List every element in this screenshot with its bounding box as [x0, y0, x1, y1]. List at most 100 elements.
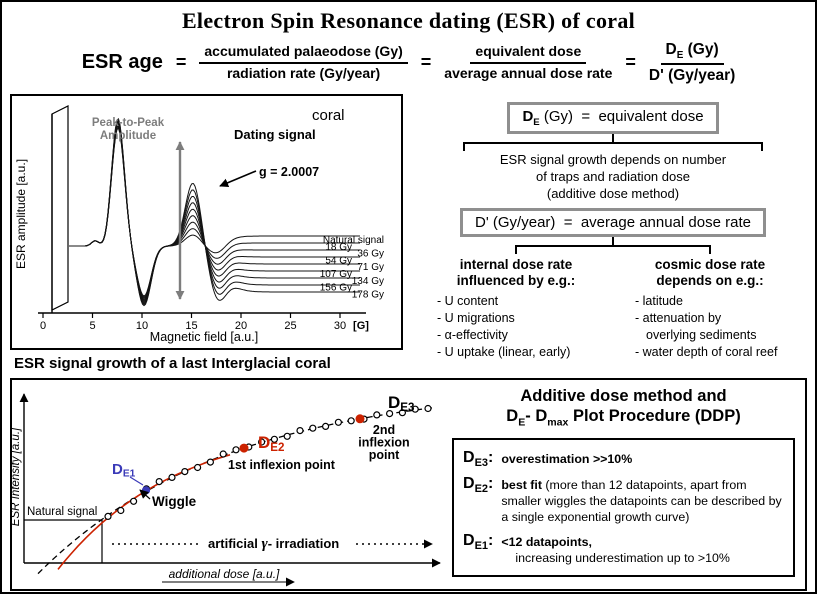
de1-label: DE1: [463, 531, 494, 552]
connector-stem [612, 133, 614, 142]
wiggle-arrow [139, 489, 151, 500]
x-axis-label: additional dose [a.u.] [169, 567, 280, 581]
x-tick-label: 0 [40, 320, 46, 332]
ddp-section: ESR Intensity [a.u.] Natural signal DE1 Wig… [10, 377, 807, 591]
list-item: - α-effectivity [437, 328, 508, 343]
page-title: Electron Spin Resonance dating (ESR) of … [181, 8, 636, 33]
series-label: 18 Gy [325, 242, 352, 253]
y-axis-label: ESR Intensity [a.u.] [12, 427, 22, 526]
list-item: - U uptake (linear, early) [437, 344, 571, 359]
spectra-section: 0 5 10 15 20 25 30 [G] Magnetic field [a.u.] ESR … [10, 93, 407, 372]
x-tick-label: 5 [89, 320, 95, 332]
fraction-denominator: D' (Gy/year) [648, 67, 736, 85]
datapoint [117, 506, 125, 514]
datapoint [283, 432, 291, 440]
y-axis-label: ESR amplitude [a.u.] [14, 159, 28, 269]
datapoint [309, 424, 317, 432]
list-item: - latitude [635, 294, 683, 309]
inflexion2-label: inflexion [358, 435, 409, 449]
series-label: Natural signal [323, 235, 384, 246]
middle-section: 0 5 10 15 20 25 30 [G] Magnetic field [a.u.] ESR … [10, 93, 807, 372]
datapoint [155, 477, 163, 486]
x-tick-label: 10 [136, 320, 148, 332]
fraction-numerator: equivalent dose [470, 43, 587, 64]
de-note: ESR signal growth depends on number of t… [500, 152, 726, 203]
de3-label: DE3 [388, 393, 415, 414]
esr-spectrum-curve [69, 120, 360, 304]
x-tick-label: 20 [235, 320, 247, 332]
ddp-text-panel: Additive dose method and DE- Dmax Plot P… [450, 380, 805, 589]
de-note-line: ESR signal growth depends on number [499, 151, 727, 167]
series-label: 156 Gy [320, 282, 352, 293]
datapoint [258, 438, 266, 446]
datapoint [181, 467, 189, 476]
internal-items: - U content - U migrations - α-effectivi… [419, 293, 613, 361]
x-tick-label: 30 [334, 320, 346, 332]
series-label: 71 Gy [357, 262, 384, 273]
wiggle-label: Wiggle [152, 494, 197, 509]
de3-description: overestimation >>10% [501, 451, 633, 466]
dose-rate-box: D' (Gy/year) = average annual dose rate [460, 207, 766, 237]
internal-dose-rate-column: internal dose rate influenced by e.g.: -… [419, 257, 613, 361]
inflexion1-label: 1st inflexion point [228, 458, 336, 472]
inflexion2-label: point [369, 448, 400, 462]
esr-spectrum-curve [69, 122, 360, 302]
inflexion2-label: 2nd [373, 423, 395, 437]
ddp-item-de3: DE3: overestimation >>10% [463, 448, 784, 469]
fraction-numerator: DE (Gy) [660, 40, 724, 66]
datapoint [129, 497, 138, 505]
fraction-equivalent-dose: equivalent dose average annual dose rate [444, 43, 612, 82]
connector-stem [612, 236, 614, 245]
de2-point [239, 443, 249, 453]
cosmic-heading: cosmic dose rate depends on e.g.: [654, 256, 766, 289]
datapoint [270, 435, 278, 443]
de2-label: DE2 [258, 433, 284, 454]
x-axis-label: Magnetic field [a.u.] [150, 330, 258, 344]
equals-sign: = [175, 52, 187, 73]
datapoint [424, 404, 432, 412]
datapoint [168, 473, 176, 481]
ddp-title: Additive dose method and DE- Dmax Plot P… [452, 386, 795, 430]
g-value-label: g = 2.0007 [259, 165, 319, 179]
ddp-title-line2: DE- Dmax Plot Procedure (DDP) [506, 407, 741, 429]
de-note-line: (additive dose method) [546, 185, 680, 201]
plot-3d-frame [51, 104, 69, 311]
ddp-item-de1: DE1: <12 datapoints, increasing underesti… [463, 531, 784, 566]
datapoint [206, 458, 214, 466]
equivalent-dose-box: DE (Gy) = equivalent dose [507, 101, 719, 134]
esr-spectrum-curve [69, 125, 360, 299]
esr-spectrum-curve [69, 123, 360, 301]
ddp-item-de2: DE2: best fit (more than 12 datapoints, … [463, 474, 784, 525]
irradiation-label: artificial γ- irradiation [208, 536, 339, 552]
ddp-plot-panel: ESR Intensity [a.u.] Natural signal DE1 Wig… [10, 380, 450, 589]
inflexion2-point [355, 414, 365, 424]
datapoint [296, 426, 304, 435]
series-label: 107 Gy [320, 269, 352, 280]
datapoint [347, 417, 355, 425]
de1-label: DE1 [112, 461, 136, 480]
de1-pointer [129, 476, 144, 486]
x-unit-label: [G] [353, 320, 369, 332]
de1-description: <12 datapoints, increasing underestimatio… [501, 534, 730, 565]
ddp-legend-box: DE3: overestimation >>10% DE2: best fit … [452, 437, 795, 577]
x-tick-label: 15 [185, 320, 197, 332]
ddp-growth-chart: ESR Intensity [a.u.] Natural signal DE1 Wig… [10, 393, 441, 587]
datapoint [219, 450, 227, 458]
datapoint [232, 446, 240, 454]
cosmic-items: - latitude - attenuation by overlying se… [613, 293, 807, 361]
esr-spectrum-curve [69, 117, 360, 307]
natural-signal-label: Natural signal [27, 506, 97, 518]
datapoint [334, 418, 342, 426]
connector-bar [463, 141, 763, 151]
series-label: 134 Gy [352, 276, 384, 287]
x-tick-label: 25 [284, 320, 296, 332]
fraction-numerator: accumulated palaeodose (Gy) [199, 43, 408, 64]
list-item: - U migrations [437, 311, 515, 326]
ddp-title-line1: Additive dose method and [520, 386, 727, 405]
de2-label: DE2: [463, 475, 494, 496]
series-label: 36 Gy [357, 248, 384, 259]
series-label: 178 Gy [352, 289, 384, 300]
dose-rate-columns: internal dose rate influenced by e.g.: -… [419, 257, 807, 361]
datapoint [411, 405, 419, 413]
cosmic-dose-rate-column: cosmic dose rate depends on e.g.: - lati… [613, 257, 807, 361]
